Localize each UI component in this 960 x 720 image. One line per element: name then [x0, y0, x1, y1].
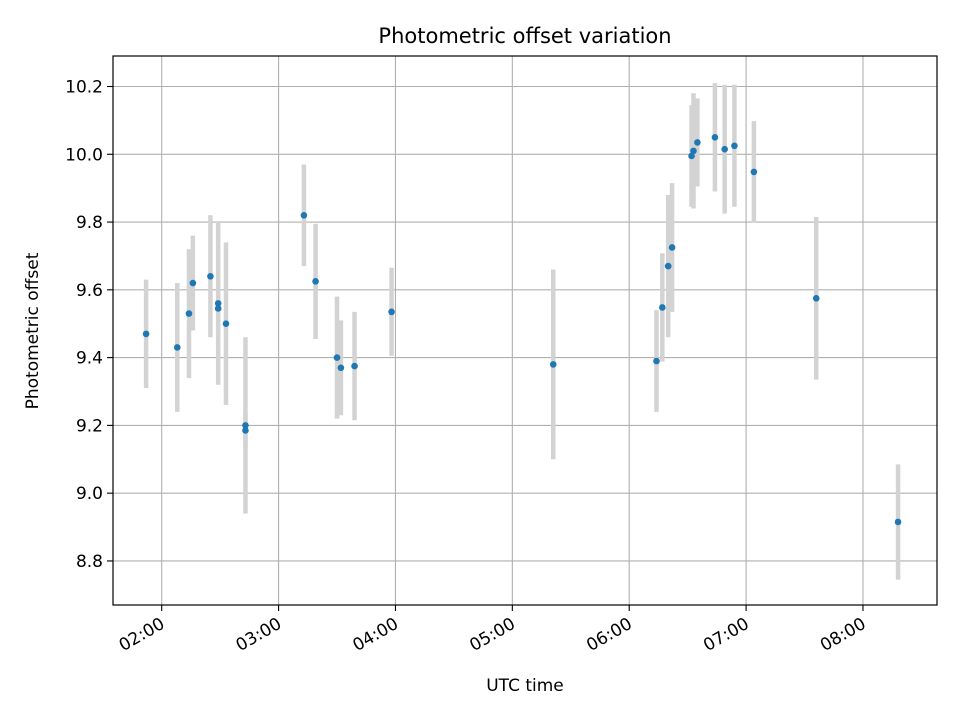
data-point: [653, 357, 660, 365]
data-point: [750, 168, 758, 176]
data-point: [185, 310, 193, 317]
y-tick-label: 9.8: [76, 213, 103, 233]
data-point: [388, 308, 395, 316]
data-point: [812, 295, 820, 302]
data-point: [300, 211, 308, 219]
y-tick-label: 9.4: [76, 349, 103, 369]
data-points: [142, 134, 902, 526]
y-tick-label: 9.0: [76, 484, 103, 504]
plot-frame: [112, 55, 938, 606]
y-axis-title: Photometric offset: [23, 252, 43, 409]
data-point: [694, 139, 701, 146]
data-point: [189, 279, 197, 287]
x-axis-title: UTC time: [486, 676, 564, 696]
data-point: [242, 427, 249, 434]
data-point: [731, 142, 738, 150]
data-point: [549, 361, 557, 368]
data-point: [690, 147, 697, 155]
data-point: [351, 362, 358, 370]
y-axis-ticks: 8.8 9.0 9.2 9.4 9.6 9.8 10.0 10.2: [65, 78, 113, 572]
y-tick-label: 9.2: [76, 416, 103, 436]
data-point: [688, 152, 695, 160]
data-point: [664, 262, 672, 270]
data-point: [207, 272, 214, 280]
data-point: [668, 244, 676, 251]
data-point: [721, 145, 728, 153]
y-tick-label: 10.2: [65, 78, 103, 98]
data-point: [312, 278, 319, 285]
data-point: [659, 304, 666, 311]
data-point: [222, 320, 230, 328]
chart-title: Photometric offset variation: [378, 24, 671, 48]
data-point: [894, 518, 902, 526]
data-point: [337, 364, 345, 372]
data-point: [173, 344, 181, 351]
data-point: [142, 330, 150, 338]
y-tick-label: 9.6: [76, 281, 103, 301]
y-tick-label: 10.0: [65, 145, 103, 165]
data-point: [711, 134, 719, 141]
y-tick-label: 8.8: [76, 552, 103, 572]
data-point: [214, 300, 222, 307]
data-point: [242, 422, 249, 429]
data-point: [333, 354, 341, 361]
gridlines: [113, 56, 937, 605]
data-point: [214, 305, 222, 312]
